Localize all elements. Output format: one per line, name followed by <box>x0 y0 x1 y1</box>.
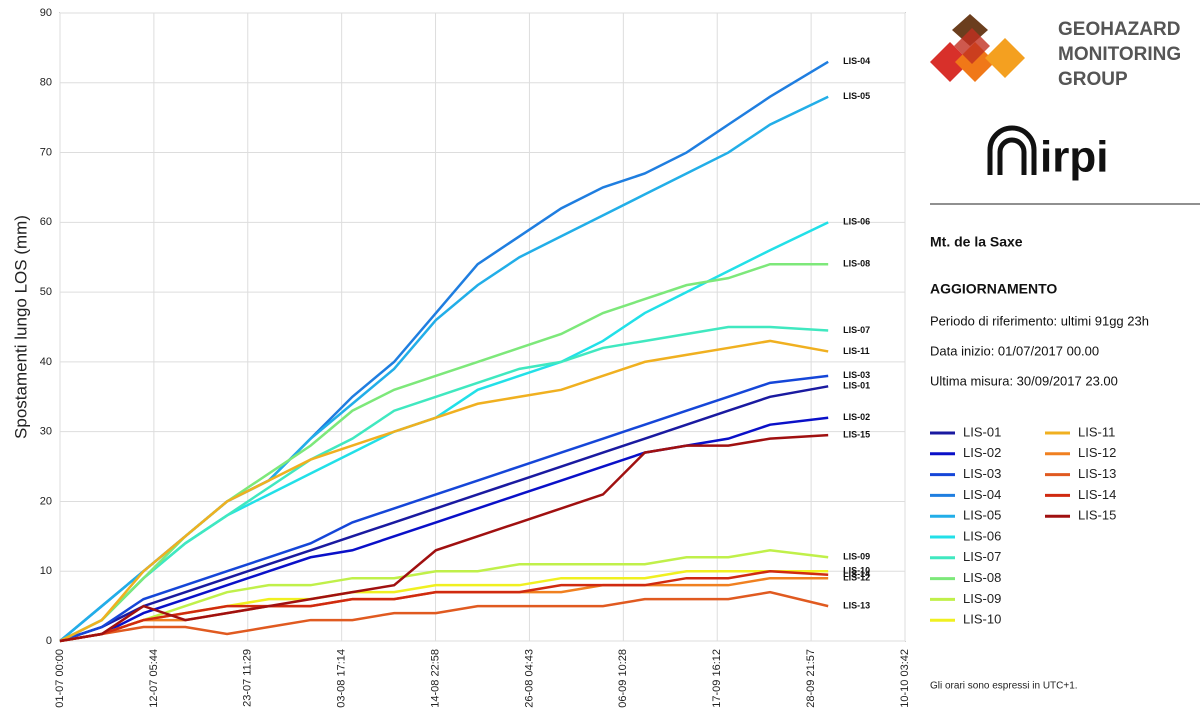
y-tick-label: 60 <box>40 216 52 228</box>
end-label: LIS-06 <box>843 217 870 227</box>
y-tick-label: 70 <box>40 146 52 158</box>
series-line <box>59 325 829 643</box>
y-tick-label: 20 <box>40 495 52 507</box>
series-line <box>59 95 829 642</box>
series-line <box>59 549 829 643</box>
series-line <box>59 569 829 643</box>
x-tick-label: 14-08 22:58 <box>429 649 441 708</box>
legend-label: LIS-02 <box>963 445 1001 460</box>
info-line: Data inizio: 01/07/2017 00.00 <box>930 343 1099 358</box>
y-tick-label: 50 <box>40 286 52 298</box>
x-tick-label: 01-07 00:00 <box>54 649 66 708</box>
legend-label: LIS-14 <box>1078 487 1116 502</box>
legend-label: LIS-07 <box>963 549 1001 564</box>
end-label: LIS-12 <box>843 573 870 583</box>
y-tick-label: 40 <box>40 356 52 368</box>
legend-label: LIS-13 <box>1078 466 1116 481</box>
end-label: LIS-11 <box>843 346 870 356</box>
series-line <box>59 339 829 643</box>
y-tick-label: 30 <box>40 426 52 438</box>
x-tick-label: 26-08 04:43 <box>523 649 535 708</box>
end-label: LIS-01 <box>843 381 870 391</box>
legend-label: LIS-03 <box>963 466 1001 481</box>
x-tick-label: 06-09 10:28 <box>617 649 629 708</box>
y-tick-label: 90 <box>40 7 52 19</box>
end-label: LIS-13 <box>843 600 870 610</box>
logo-text: GROUP <box>1058 69 1128 90</box>
legend-label: LIS-12 <box>1078 445 1116 460</box>
end-label: LIS-14 <box>843 569 870 579</box>
legend-label: LIS-05 <box>963 508 1001 523</box>
y-tick-label: 10 <box>40 565 52 577</box>
info-line: Ultima misura: 30/09/2017 23.00 <box>930 373 1118 388</box>
end-label: LIS-03 <box>843 370 870 380</box>
series-line <box>59 433 829 643</box>
end-label: LIS-15 <box>843 430 870 440</box>
info-line: Periodo di riferimento: ultimi 91gg 23h <box>930 313 1149 328</box>
end-label: LIS-05 <box>843 91 870 101</box>
x-tick-label: 17-09 16:12 <box>711 649 723 708</box>
x-tick-label: 23-07 11:29 <box>242 649 254 707</box>
legend-label: LIS-11 <box>1078 424 1115 439</box>
end-label: LIS-08 <box>843 259 870 269</box>
site-name: Mt. de la Saxe <box>930 234 1023 250</box>
legend-label: LIS-08 <box>963 570 1001 585</box>
footnote: Gli orari sono espressi in UTC+1. <box>930 681 1078 692</box>
logo-irpi-text: irpi <box>1040 133 1108 182</box>
logo-text: MONITORING <box>1058 44 1181 65</box>
series-line <box>59 385 829 643</box>
legend-label: LIS-15 <box>1078 508 1116 523</box>
legend-label: LIS-04 <box>963 487 1001 502</box>
x-tick-label: 12-07 05:44 <box>148 649 160 708</box>
legend-label: LIS-06 <box>963 528 1001 543</box>
legend-label: LIS-01 <box>963 424 1001 439</box>
y-tick-label: 0 <box>46 635 52 647</box>
legend-label: LIS-09 <box>963 591 1001 606</box>
end-label: LIS-10 <box>843 566 870 576</box>
logo-gmg <box>930 14 1025 82</box>
y-axis-label: Spostamenti lungo LOS (mm) <box>11 215 30 439</box>
info-heading: AGGIORNAMENTO <box>930 281 1057 297</box>
y-tick-label: 80 <box>40 77 52 89</box>
end-label: LIS-09 <box>843 552 870 562</box>
x-tick-label: 10-10 03:42 <box>899 649 911 708</box>
end-label: LIS-02 <box>843 412 870 422</box>
series-line <box>59 569 829 643</box>
x-tick-label: 03-08 17:14 <box>336 649 348 708</box>
legend-label: LIS-10 <box>963 612 1001 627</box>
x-tick-label: 28-09 21:57 <box>805 649 817 708</box>
logo-text: GEOHAZARD <box>1058 19 1180 40</box>
end-label: LIS-04 <box>843 56 870 66</box>
end-label: LIS-07 <box>843 325 870 335</box>
series-line <box>59 590 829 643</box>
series-line <box>59 416 829 643</box>
logo-irpi <box>987 125 1037 175</box>
series-line <box>59 374 829 643</box>
